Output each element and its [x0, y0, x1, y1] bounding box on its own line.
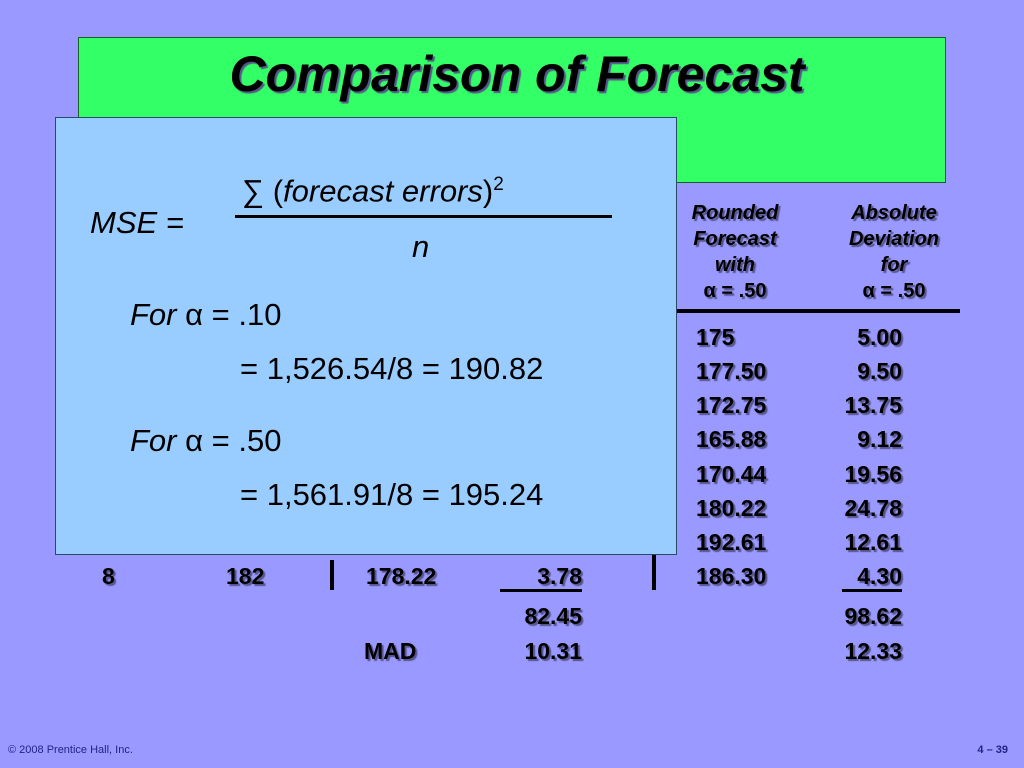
table-cell: 9.50	[857, 358, 902, 384]
header-rounded-line2: Forecast	[693, 228, 777, 250]
table-cell: 192.61	[696, 529, 767, 555]
header-absolute-line4: α = .50	[862, 280, 926, 302]
slide-title: Comparison of Forecast	[229, 46, 805, 102]
forecast-a10-cell: 178.22	[366, 563, 437, 589]
table-cell: 180.22	[696, 495, 767, 521]
table-cell: 175	[696, 324, 735, 350]
column-separator	[330, 560, 334, 590]
table-cell: 177.50	[696, 358, 767, 384]
table-cell: 13.75	[844, 392, 902, 418]
case-alpha-10: For α = .10	[130, 296, 281, 334]
table-cell: 186.30	[696, 563, 767, 589]
table-cell: 19.56	[844, 461, 902, 487]
case-alpha-50: For α = .50	[130, 422, 281, 460]
header-absolute-line3: for	[880, 254, 908, 276]
page-number: 4 – 39	[977, 744, 1008, 756]
header-rounded-line3: with	[715, 254, 755, 276]
slide-title-line2: Error	[454, 108, 490, 120]
table-cell: 9.12	[857, 426, 902, 452]
exponent: 2	[493, 174, 504, 195]
header-rounded-line1: Rounded	[691, 202, 779, 224]
numerator-text: forecast errors	[283, 173, 483, 209]
mse-formula-box	[55, 117, 677, 555]
header-absolute-line1: Absolute	[851, 202, 937, 224]
actual-cell: 182	[226, 563, 265, 589]
mse-numerator: ∑ (forecast errors)2	[242, 166, 504, 210]
sum-symbol: ∑ (	[242, 173, 284, 209]
table-cell: 24.78	[844, 495, 902, 521]
header-rule	[652, 309, 960, 313]
result-alpha-50: = 1,561.91/8 = 195.24	[240, 477, 544, 512]
table-cell: 5.00	[857, 324, 902, 350]
total-deviation-a10: 82.45	[524, 603, 582, 629]
mse-denominator: n	[412, 229, 430, 264]
column-separator	[652, 540, 656, 590]
mse-label: MSE =	[90, 205, 184, 240]
table-cell: 172.75	[696, 392, 767, 418]
header-absolute-deviation: Absolute Deviation for α = .50	[826, 200, 962, 304]
numerator-close: )	[482, 173, 494, 209]
mad-label: MAD	[364, 638, 417, 664]
copyright: © 2008 Prentice Hall, Inc.	[8, 744, 133, 756]
alpha-value: α = .50	[185, 423, 282, 458]
table-cell: 165.88	[696, 426, 767, 452]
quarter-cell: 8	[102, 563, 115, 589]
table-cell: 170.44	[696, 461, 767, 487]
mad-a10: 10.31	[524, 638, 582, 664]
header-absolute-line2: Deviation	[848, 228, 940, 250]
fraction-line	[235, 215, 612, 218]
header-rounded-forecast: Rounded Forecast with α = .50	[668, 200, 802, 304]
for-label: For	[130, 423, 177, 458]
for-label: For	[130, 297, 177, 332]
alpha-value: α = .10	[185, 297, 282, 332]
deviation-a10-cell: 3.78	[500, 563, 582, 592]
table-cell: 4.30	[842, 563, 902, 592]
mad-a50: 12.33	[844, 638, 902, 664]
header-rounded-line4: α = .50	[703, 280, 767, 302]
result-alpha-10: = 1,526.54/8 = 190.82	[240, 351, 544, 386]
table-cell: 12.61	[844, 529, 902, 555]
total-deviation-a50: 98.62	[844, 603, 902, 629]
